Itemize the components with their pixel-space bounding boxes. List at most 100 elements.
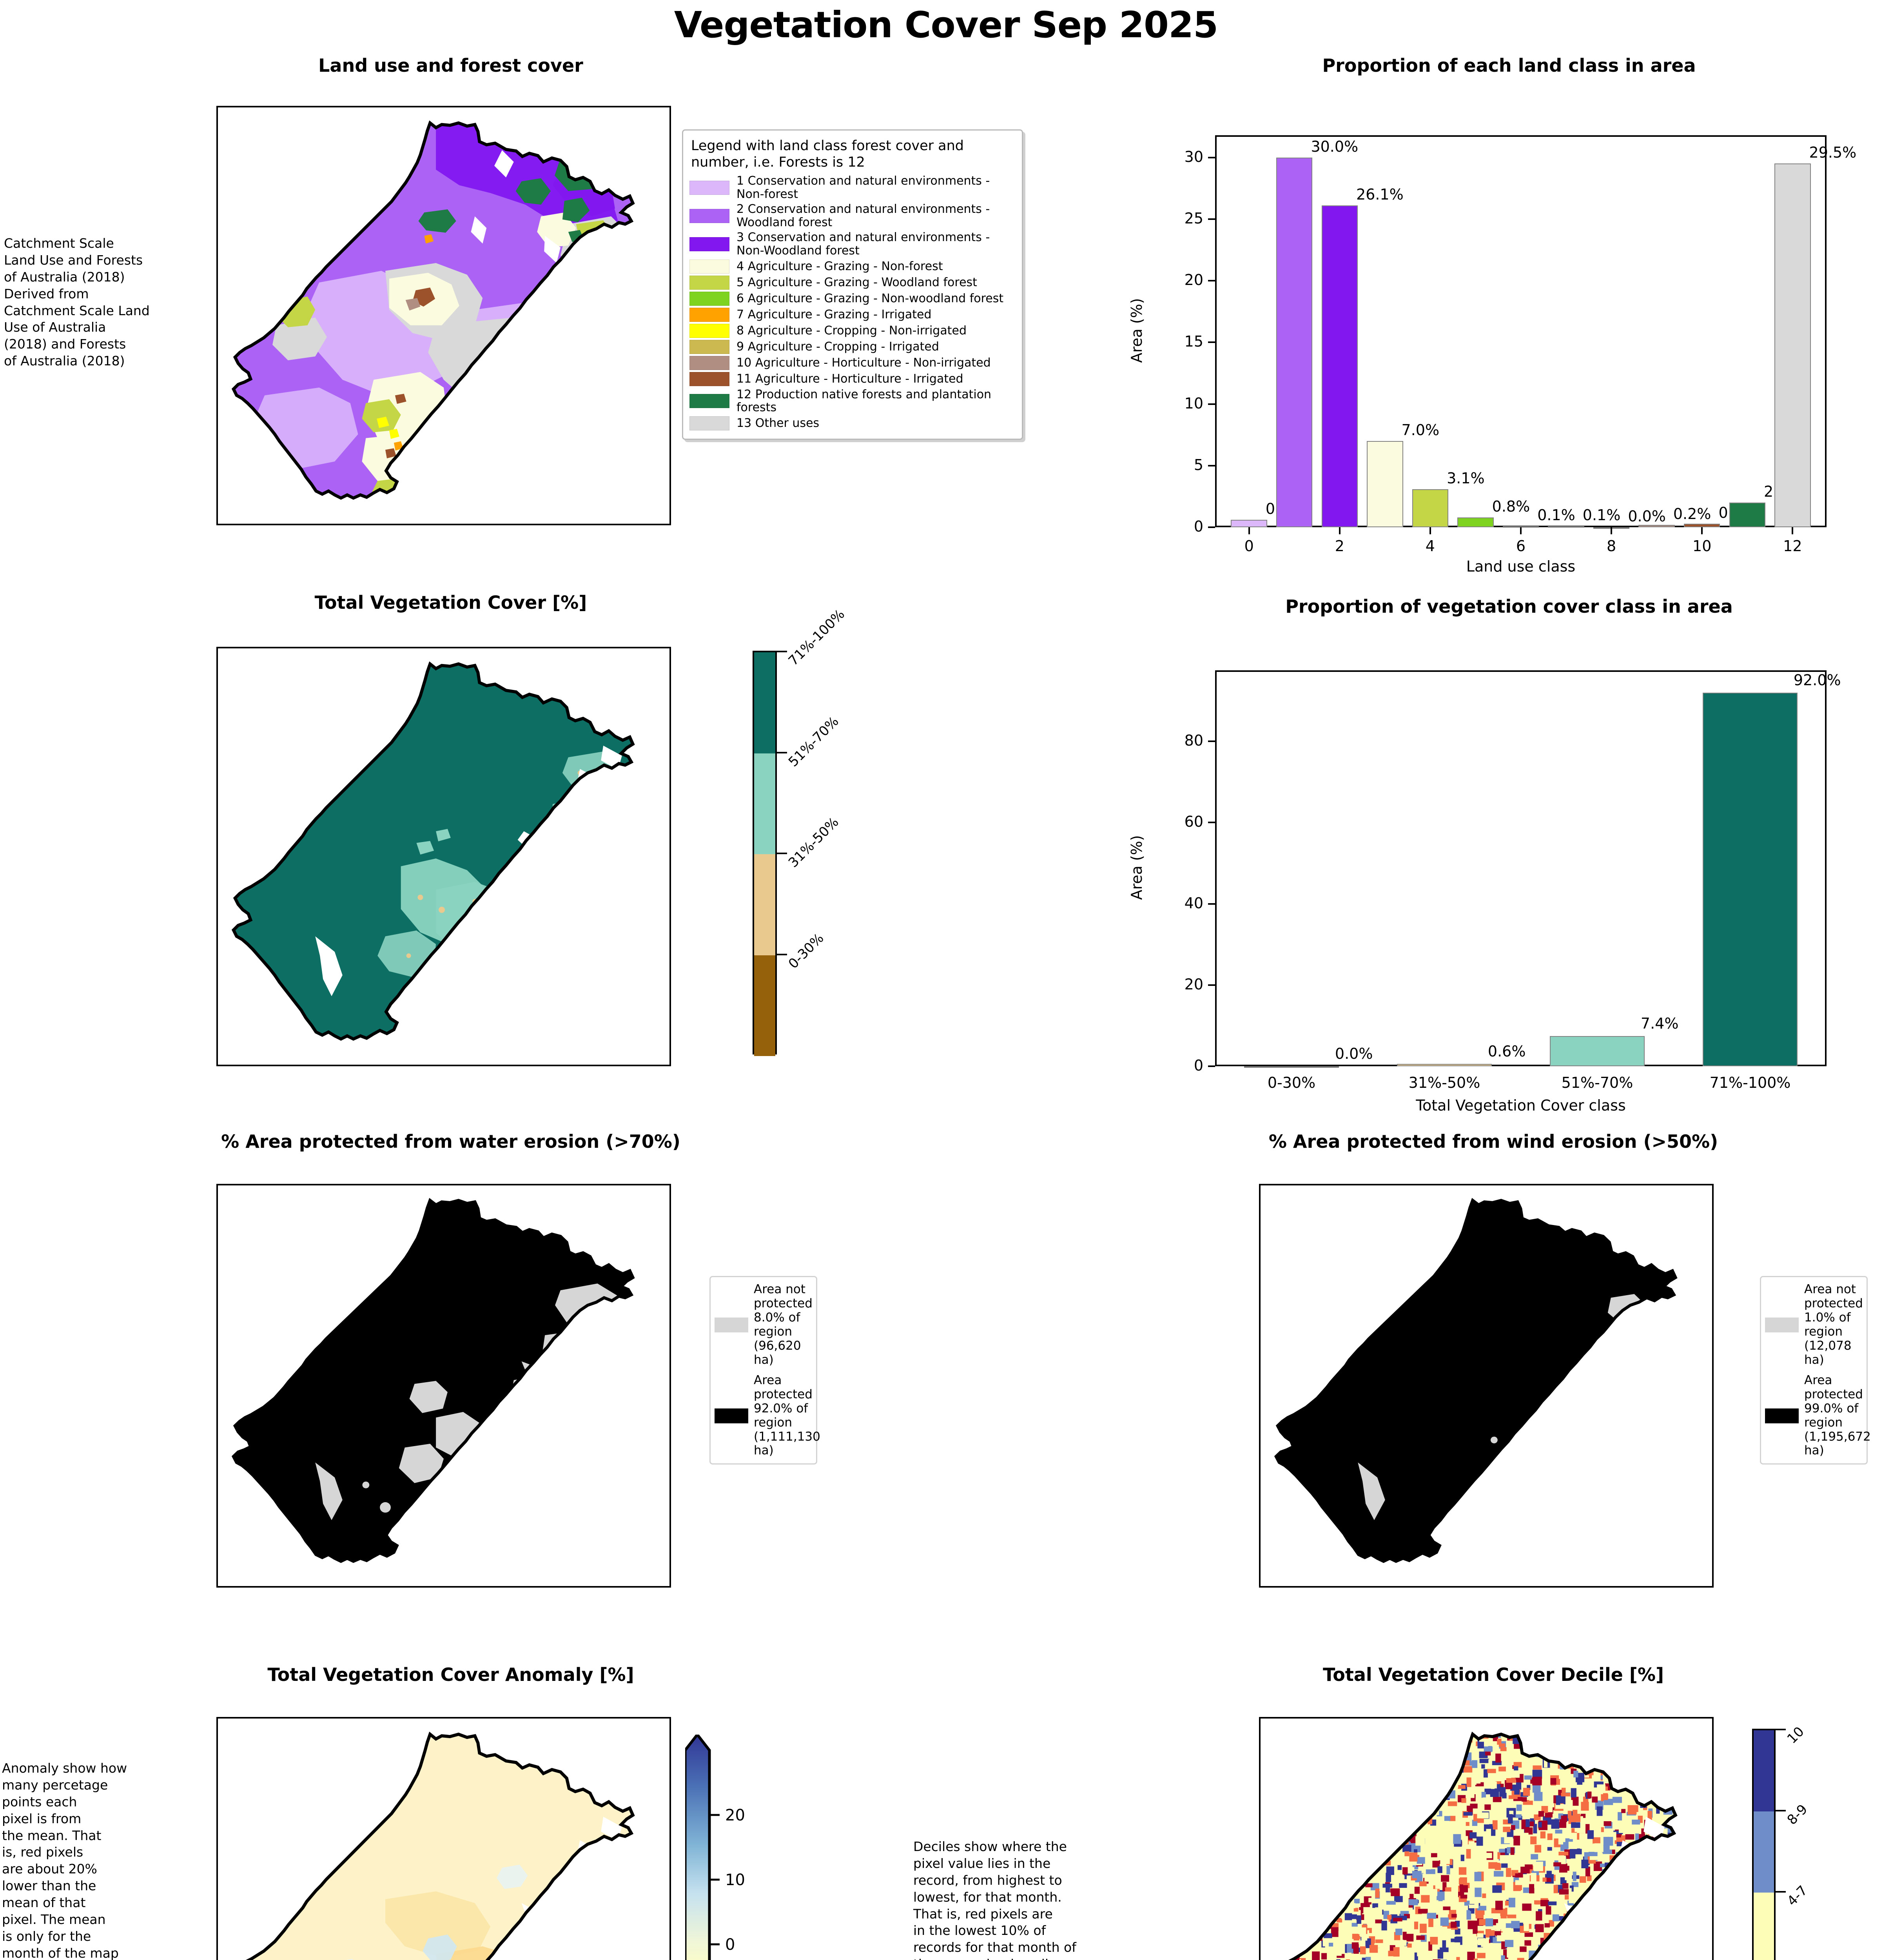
y-axis-tick xyxy=(1208,403,1215,405)
colorbar-segment xyxy=(754,652,775,753)
map-tick xyxy=(424,1065,425,1066)
bar[interactable] xyxy=(1412,489,1449,527)
colorbar-tick xyxy=(777,953,787,955)
map-tick xyxy=(643,524,645,525)
bar-value-label: 0.0% xyxy=(1628,508,1666,525)
legend-swatch xyxy=(689,291,729,306)
bar[interactable] xyxy=(1502,526,1539,528)
map-tick xyxy=(216,695,218,697)
x-axis-tick-label: 2 xyxy=(1335,537,1344,555)
bar[interactable] xyxy=(1550,1036,1645,1066)
map-tick xyxy=(216,217,218,219)
x-axis-tick xyxy=(1792,527,1794,534)
erosion-legend-swatch xyxy=(1765,1408,1799,1423)
legend-item-label: 8 Agriculture - Cropping - Non-irrigated xyxy=(736,323,967,338)
map-tick xyxy=(216,1766,218,1767)
legend-swatch xyxy=(689,307,729,322)
x-axis-tick xyxy=(1429,527,1431,534)
veg-cover-bar-chart[interactable]: 0 20 40 60 80 Area (%) Total Vegetation Cover … xyxy=(1128,596,1881,1114)
bar[interactable] xyxy=(1774,163,1811,527)
y-axis-label: Area (%) xyxy=(1128,835,1145,900)
legend-item: 5 Agriculture - Grazing - Woodland fores… xyxy=(689,275,1016,290)
erosion-legend-swatch xyxy=(715,1317,748,1332)
anomaly-map[interactable] xyxy=(216,1717,671,1960)
bar[interactable] xyxy=(1684,523,1720,527)
y-axis-tick xyxy=(1208,465,1215,466)
y-axis-tick xyxy=(1208,903,1215,905)
map-tick xyxy=(216,343,218,344)
map-tick xyxy=(1259,1899,1261,1900)
decile-map[interactable] xyxy=(1259,1717,1714,1960)
water-erosion-map-graphic xyxy=(218,1185,669,1586)
map-tick xyxy=(216,280,218,281)
wind-erosion-map[interactable] xyxy=(1259,1184,1714,1588)
map-tick xyxy=(216,884,218,885)
land-use-map[interactable] xyxy=(216,106,671,525)
colorbar-tick xyxy=(777,651,787,652)
bar[interactable] xyxy=(1276,157,1313,527)
x-axis-tick-label: 6 xyxy=(1516,537,1526,555)
map-tick xyxy=(314,1065,316,1066)
bar[interactable] xyxy=(1367,441,1403,527)
legend-item-label: 5 Agriculture - Grazing - Woodland fores… xyxy=(736,275,977,289)
x-axis-tick-label: 0 xyxy=(1244,537,1254,555)
bar[interactable] xyxy=(1244,1066,1339,1068)
y-axis-tick xyxy=(1208,740,1215,742)
colorbar-label: 10 xyxy=(1784,1724,1807,1747)
bar[interactable] xyxy=(1548,526,1584,528)
legend-swatch xyxy=(689,394,729,408)
decile-note: Deciles show where the pixel value lies … xyxy=(913,1839,1076,1960)
map-tick xyxy=(424,524,425,525)
wind-erosion-legend: Area not protected 1.0% of region (12,07… xyxy=(1760,1276,1871,1465)
colorbar-segment xyxy=(1754,1811,1774,1893)
bar-value-label: 92.0% xyxy=(1793,671,1841,689)
erosion-legend-item: Area protected 92.0% of region (1,111,13… xyxy=(715,1373,820,1458)
bar[interactable] xyxy=(1457,517,1494,527)
colorbar-label: 31%-50% xyxy=(785,814,842,871)
map-tick xyxy=(216,821,218,822)
bar[interactable] xyxy=(1729,503,1765,527)
veg-cover-chart-title: Proportion of vegetation cover class in … xyxy=(1285,596,1733,617)
y-axis-tick-label: 10 xyxy=(1184,394,1203,412)
legend-item: 13 Other uses xyxy=(689,416,1016,430)
y-axis-tick-label: 25 xyxy=(1184,209,1203,227)
map-tick xyxy=(216,468,218,470)
map-tick xyxy=(1259,1766,1261,1767)
bar[interactable] xyxy=(1703,692,1798,1066)
legend-item-label: 3 Conservation and natural environments … xyxy=(736,230,990,258)
bar[interactable] xyxy=(1231,520,1267,527)
map-tick xyxy=(216,1009,218,1011)
colorbar-tick xyxy=(777,751,787,753)
x-axis-label: Land use class xyxy=(1466,558,1576,575)
wind-erosion-title: % Area protected from wind erosion (>50%… xyxy=(1268,1131,1718,1152)
map-tick xyxy=(216,154,218,156)
x-axis-tick-label: 31%-50% xyxy=(1408,1074,1480,1091)
land-use-source-note: Catchment Scale Land Use and Forests of … xyxy=(4,236,150,369)
water-erosion-legend: Area not protected 8.0% of region (96,62… xyxy=(709,1276,820,1465)
map-tick xyxy=(643,1065,645,1066)
x-axis-tick xyxy=(1339,527,1341,534)
veg-cover-colorbar: 0-30% 31%-50% 51%-70% 71%-100% xyxy=(753,606,909,1066)
map-tick xyxy=(479,524,480,525)
legend-swatch xyxy=(689,323,729,338)
colorbar-strip xyxy=(753,651,777,1056)
legend-item-label: 9 Agriculture - Cropping - Irrigated xyxy=(736,339,939,354)
x-axis-tick-label: 12 xyxy=(1783,537,1802,555)
y-axis-tick-label: 15 xyxy=(1184,333,1203,350)
bar-value-label: 0.1% xyxy=(1582,506,1621,524)
veg-cover-map[interactable] xyxy=(216,647,671,1066)
map-tick xyxy=(479,1065,480,1066)
y-axis-tick xyxy=(1208,280,1215,282)
map-tick xyxy=(369,1065,370,1066)
anomaly-title: Total Vegetation Cover Anomaly [%] xyxy=(267,1664,634,1685)
bar[interactable] xyxy=(1321,205,1358,527)
bar[interactable] xyxy=(1638,524,1675,527)
colorbar-label: 10 xyxy=(725,1871,745,1889)
x-axis-tick xyxy=(1248,527,1250,534)
bar[interactable] xyxy=(1397,1063,1492,1066)
legend-swatch xyxy=(689,356,729,370)
bar-value-label: 7.0% xyxy=(1401,421,1440,439)
x-axis-tick-label: 4 xyxy=(1425,537,1435,555)
water-erosion-map[interactable] xyxy=(216,1184,671,1588)
